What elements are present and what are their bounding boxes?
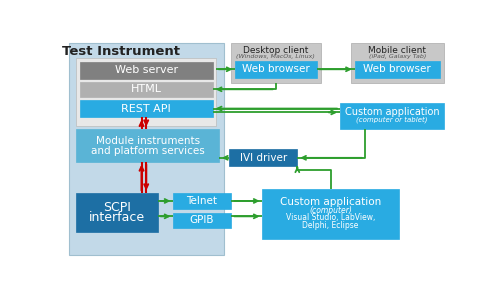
Text: SCPI: SCPI (103, 201, 130, 214)
Text: Desktop client: Desktop client (243, 45, 308, 55)
Bar (68, 43, 224, 255)
Bar (232, 43, 320, 83)
Text: (computer or tablet): (computer or tablet) (356, 117, 428, 123)
Text: Custom application: Custom application (280, 197, 382, 207)
Text: HTML: HTML (130, 84, 162, 94)
Text: Web browser: Web browser (364, 64, 431, 74)
Text: GPIB: GPIB (190, 215, 214, 225)
Text: Telnet: Telnet (186, 196, 218, 206)
Text: Test Instrument: Test Instrument (62, 45, 180, 58)
Bar (80, 82, 213, 97)
Bar (354, 61, 440, 78)
Bar (262, 189, 399, 240)
Bar (80, 62, 213, 78)
Text: REST API: REST API (122, 104, 171, 114)
Text: (Windows, MacOs, Linux): (Windows, MacOs, Linux) (236, 54, 315, 59)
Text: (computer): (computer) (309, 206, 352, 215)
Text: interface: interface (88, 212, 145, 224)
Bar (351, 43, 444, 83)
Text: Delphi, Eclipse: Delphi, Eclipse (302, 221, 359, 230)
Bar (229, 149, 298, 166)
Bar (76, 58, 216, 126)
Text: Custom application: Custom application (344, 106, 439, 117)
Bar (76, 129, 219, 162)
Text: Web browser: Web browser (242, 64, 310, 74)
Bar (80, 100, 213, 117)
Text: Web server: Web server (114, 65, 178, 75)
Text: Visual Studio, LabView,: Visual Studio, LabView, (286, 213, 376, 222)
Bar (340, 103, 444, 129)
Text: and platform services: and platform services (91, 146, 204, 156)
Bar (236, 61, 316, 78)
Text: Mobile client: Mobile client (368, 45, 426, 55)
Text: IVI driver: IVI driver (240, 153, 287, 163)
Text: Module instruments: Module instruments (96, 136, 200, 146)
Bar (174, 193, 232, 209)
Bar (174, 212, 232, 228)
Bar (76, 193, 158, 232)
Text: (iPad, Galaxy Tab): (iPad, Galaxy Tab) (368, 54, 426, 59)
